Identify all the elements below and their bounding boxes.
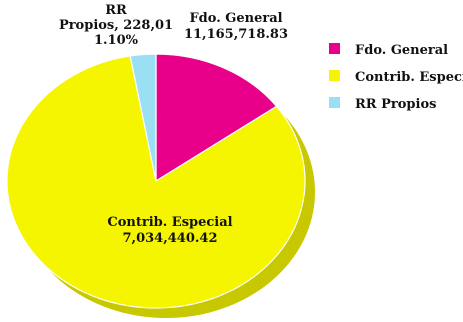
legend-item-rr-propios: RR Propios — [329, 97, 436, 112]
pie-slice-fdo-general — [155, 53, 278, 183]
slice-label-fdo-general: Fdo. General 11,165,718.83 — [184, 11, 288, 42]
slice-label-fdo-general-name: Fdo. General — [189, 11, 282, 26]
legend-swatch-fdo-general — [329, 43, 340, 54]
slice-label-rr-propios-line3: 1.10% — [94, 33, 139, 48]
slice-label-contrib-especial-name: Contrib. Especial — [107, 215, 232, 230]
pie-slice-contrib-especial — [6, 55, 306, 309]
legend: Fdo. General Contrib. Especial RR Propio… — [329, 43, 463, 112]
legend-label-rr-propios: RR Propios — [355, 97, 436, 112]
legend-label-fdo-general: Fdo. General — [355, 43, 448, 58]
slice-label-rr-propios: RR Propios, 228,01 1.10% — [59, 3, 173, 48]
slice-label-rr-propios-line1: RR — [105, 3, 127, 18]
slice-label-fdo-general-value: 11,165,718.83 — [184, 27, 288, 42]
slice-label-rr-propios-line2: Propios, 228,01 — [59, 18, 173, 33]
slice-label-contrib-especial: Contrib. Especial 7,034,440.42 — [107, 215, 232, 246]
legend-item-fdo-general: Fdo. General — [329, 43, 448, 58]
legend-item-contrib-especial: Contrib. Especial — [329, 70, 463, 85]
pie-slices — [6, 53, 306, 309]
legend-swatch-rr-propios — [329, 97, 340, 108]
legend-swatch-contrib-especial — [329, 70, 340, 81]
slice-label-contrib-especial-value: 7,034,440.42 — [123, 231, 218, 246]
legend-label-contrib-especial: Contrib. Especial — [355, 70, 463, 85]
pie-slice-rr-propios — [129, 53, 157, 182]
